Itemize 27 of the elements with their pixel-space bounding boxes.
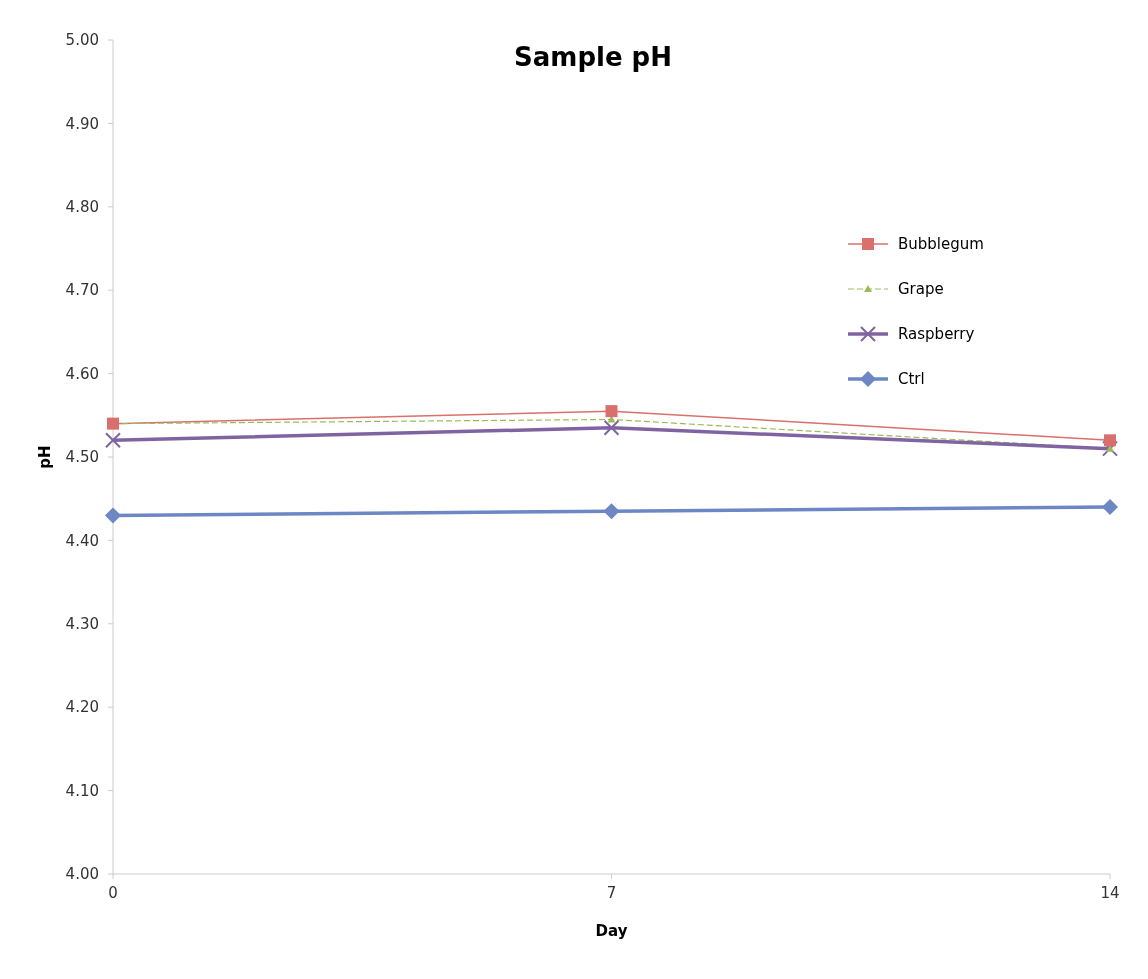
legend-label: Bubblegum — [898, 235, 984, 254]
point — [105, 432, 121, 449]
point — [605, 405, 618, 418]
legend-label: Grape — [898, 280, 944, 299]
x-axis-title: Day — [595, 922, 628, 940]
point — [1102, 499, 1118, 516]
y-tick-label: 4.00 — [65, 865, 99, 884]
y-tick-label: 4.20 — [65, 698, 99, 717]
y-tick-label: 4.60 — [65, 364, 99, 383]
chart-title: Sample pH — [514, 42, 672, 72]
y-axis-title: pH — [36, 445, 54, 469]
x-tick-label: 14 — [1100, 884, 1120, 902]
x-tick-label: 7 — [606, 884, 617, 902]
y-tick-label: 4.90 — [65, 114, 99, 133]
y-tick-label: 4.80 — [65, 198, 99, 217]
point — [603, 503, 620, 520]
legend-label: Raspberry — [898, 325, 975, 344]
point — [105, 507, 121, 524]
y-tick-label: 4.30 — [65, 615, 99, 634]
y-tick-label: 4.70 — [65, 281, 99, 300]
point — [1104, 434, 1116, 447]
y-tick-label: 4.50 — [65, 448, 99, 467]
y-tick-label: 5.00 — [65, 31, 99, 50]
y-tick-label: 4.10 — [65, 781, 99, 800]
y-tick-label: 4.40 — [65, 531, 99, 550]
x-tick-label: 0 — [108, 884, 118, 902]
legend-label: Ctrl — [898, 370, 925, 389]
